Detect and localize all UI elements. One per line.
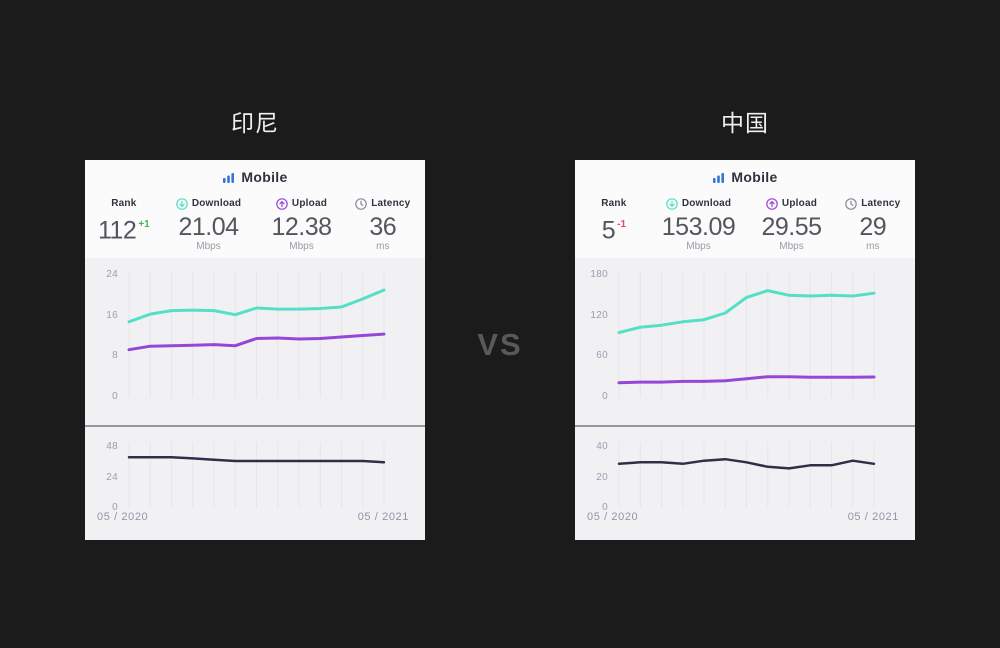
download-value: 153.09 — [661, 213, 736, 241]
stat-rank: Rank 112 +1 — [89, 196, 159, 253]
mobile-header: Mobile — [85, 160, 425, 194]
x-axis-start-label: 05 / 2020 — [587, 511, 639, 523]
x-axis-labels: 05 / 2020 05 / 2021 — [587, 511, 899, 523]
y-tick-label: 0 — [112, 502, 118, 513]
y-tick-label: 40 — [596, 441, 608, 452]
stat-label: Upload — [291, 198, 328, 209]
y-tick-label: 20 — [596, 471, 608, 483]
speed-chart: 0 60 120 180 — [575, 258, 915, 427]
y-tick-label: 8 — [112, 350, 118, 362]
mobile-header-label: Mobile — [241, 169, 288, 185]
country-title-indonesia: 印尼 — [231, 110, 279, 136]
x-axis-end-label: 05 / 2021 — [357, 511, 409, 523]
latency-icon — [355, 197, 368, 210]
y-axis-labels: 0 24 48 — [85, 427, 118, 540]
stat-latency: Latency 36 ms — [345, 196, 421, 253]
x-axis-labels: 05 / 2020 05 / 2021 — [97, 511, 409, 523]
x-axis-start-label: 05 / 2020 — [97, 511, 149, 523]
stat-download: Download 21.04 Mbps — [159, 196, 259, 253]
card-top: Mobile Rank 112 +1 Download 21.04 Mbps — [85, 160, 425, 258]
rank-value: 112 +1 — [97, 216, 150, 245]
stat-label: Latency — [371, 198, 411, 209]
y-tick-label: 0 — [602, 391, 608, 402]
mobile-signal-icon — [712, 171, 725, 184]
speedtest-card-china: Mobile Rank 5 -1 Download 153.09 Mbps — [575, 160, 915, 540]
upload-value: 29.55 — [761, 213, 822, 241]
stat-label: Rank — [111, 198, 137, 209]
stat-label: Download — [681, 198, 732, 209]
x-axis-end-label: 05 / 2021 — [847, 511, 899, 523]
y-axis-labels: 0 8 16 24 — [85, 258, 118, 425]
mobile-signal-icon — [222, 171, 235, 184]
y-axis-labels: 0 20 40 — [575, 427, 608, 540]
stat-label: Latency — [861, 198, 901, 209]
upload-icon — [276, 197, 288, 210]
mobile-header-label: Mobile — [731, 169, 778, 185]
chart-area: 0 60 120 180 0 20 40 05 / 2020 05 / 2021 — [575, 258, 915, 540]
y-tick-label: 16 — [106, 309, 118, 321]
latency-chart-plot — [127, 442, 386, 508]
speed-chart-plot — [617, 271, 876, 398]
stats-row: Rank 5 -1 Download 153.09 Mbps U — [575, 194, 915, 253]
chart-area: 0 8 16 24 0 24 48 05 / 2020 05 / 2021 — [85, 258, 425, 540]
upload-unit: Mbps — [779, 241, 804, 252]
download-icon — [176, 197, 188, 210]
speedtest-card-indonesia: Mobile Rank 112 +1 Download 21.04 Mbps — [85, 160, 425, 540]
latency-chart-plot — [617, 442, 876, 508]
stat-rank: Rank 5 -1 — [579, 196, 649, 253]
y-axis-labels: 0 60 120 180 — [575, 258, 608, 425]
stat-upload: Upload 29.55 Mbps — [748, 196, 834, 253]
download-unit: Mbps — [196, 241, 221, 252]
upload-value: 12.38 — [271, 213, 332, 241]
stat-latency: Latency 29 ms — [835, 196, 911, 253]
vs-label: VS — [477, 327, 523, 362]
y-tick-label: 0 — [112, 391, 118, 402]
stat-label: Download — [191, 198, 242, 209]
download-icon — [666, 197, 678, 210]
y-tick-label: 180 — [590, 269, 608, 280]
y-tick-label: 0 — [602, 502, 608, 513]
latency-chart: 0 20 40 05 / 2020 05 / 2021 — [575, 427, 915, 540]
latency-value: 29 — [859, 213, 887, 241]
y-tick-label: 48 — [106, 441, 118, 452]
y-tick-label: 24 — [106, 269, 118, 280]
y-tick-label: 120 — [590, 309, 608, 321]
stat-download: Download 153.09 Mbps — [649, 196, 749, 253]
latency-value: 36 — [369, 213, 397, 241]
stat-upload: Upload 12.38 Mbps — [258, 196, 344, 253]
rank-delta: -1 — [617, 219, 627, 230]
rank-value: 5 -1 — [601, 216, 627, 245]
speed-chart: 0 8 16 24 — [85, 258, 425, 427]
upload-unit: Mbps — [289, 241, 314, 252]
upload-icon — [766, 197, 778, 210]
download-value: 21.04 — [178, 213, 239, 241]
rank-delta: +1 — [138, 219, 150, 230]
card-top: Mobile Rank 5 -1 Download 153.09 Mbps — [575, 160, 915, 258]
y-tick-label: 60 — [596, 350, 608, 362]
latency-chart: 0 24 48 05 / 2020 05 / 2021 — [85, 427, 425, 540]
stats-row: Rank 112 +1 Download 21.04 Mbps — [85, 194, 425, 253]
mobile-header: Mobile — [575, 160, 915, 194]
latency-unit: ms — [866, 241, 880, 252]
country-title-china: 中国 — [721, 110, 769, 136]
download-unit: Mbps — [686, 241, 711, 252]
y-tick-label: 24 — [106, 471, 118, 483]
stat-label: Rank — [601, 198, 627, 209]
speed-chart-plot — [127, 271, 386, 398]
latency-icon — [845, 197, 858, 210]
latency-unit: ms — [376, 241, 390, 252]
stat-label: Upload — [781, 198, 818, 209]
